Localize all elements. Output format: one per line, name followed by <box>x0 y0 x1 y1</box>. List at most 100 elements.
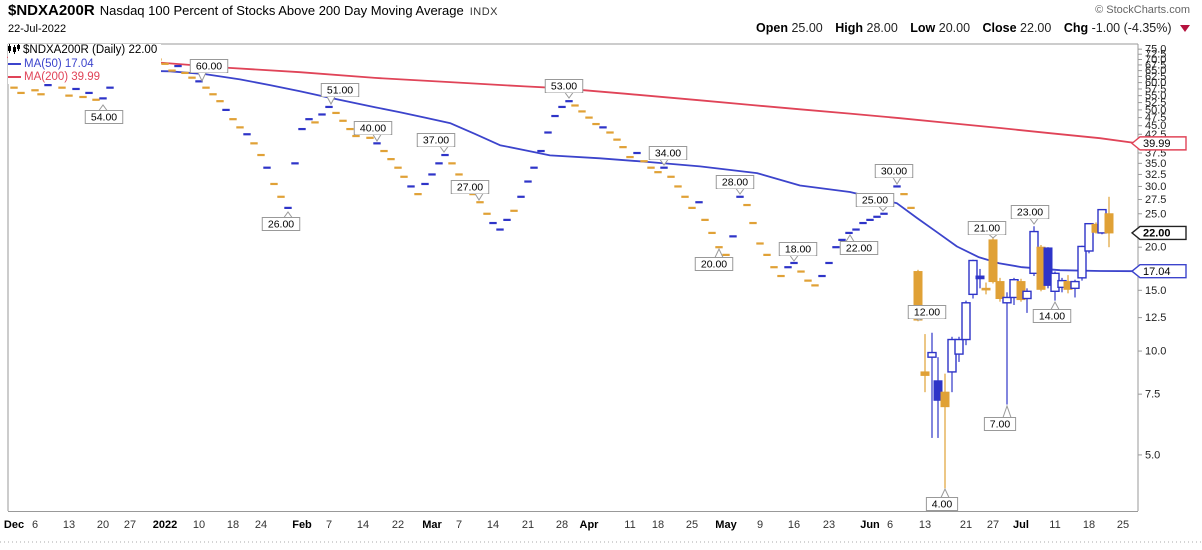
page-title: Nasdaq 100 Percent of Stocks Above 200 D… <box>99 3 464 18</box>
svg-text:40.00: 40.00 <box>360 123 386 135</box>
svg-text:37.00: 37.00 <box>423 135 449 147</box>
legend-series: $NDXA200R (Daily) 22.00 <box>8 44 162 58</box>
svg-text:25: 25 <box>1117 519 1129 531</box>
svg-text:7.5: 7.5 <box>1145 389 1160 401</box>
svg-text:24: 24 <box>255 519 267 531</box>
symbol: $NDXA200R <box>8 2 95 19</box>
down-triangle-icon <box>1180 25 1190 32</box>
svg-text:7: 7 <box>326 519 332 531</box>
svg-text:18.00: 18.00 <box>785 244 811 256</box>
low-label: Low <box>910 21 936 35</box>
svg-text:10: 10 <box>193 519 205 531</box>
ma50-line-swatch <box>8 62 21 65</box>
svg-text:18: 18 <box>1083 519 1095 531</box>
chart-date: 22-Jul-2022 <box>8 23 67 35</box>
svg-text:20: 20 <box>97 519 109 531</box>
svg-text:7.00: 7.00 <box>990 419 1011 431</box>
svg-text:51.00: 51.00 <box>327 85 353 97</box>
copyright: © StockCharts.com <box>1095 4 1190 16</box>
svg-text:72.5: 72.5 <box>1145 49 1166 61</box>
svg-text:60.00: 60.00 <box>196 61 222 73</box>
svg-text:35.0: 35.0 <box>1145 158 1166 170</box>
svg-text:13: 13 <box>919 519 931 531</box>
svg-text:25.0: 25.0 <box>1145 208 1166 220</box>
svg-text:2022: 2022 <box>153 519 177 531</box>
svg-text:53.00: 53.00 <box>551 81 577 93</box>
chg-value: -1.00 (-4.35%) <box>1091 21 1172 35</box>
legend-ma50: MA(50) 17.04 <box>8 58 162 71</box>
svg-text:Jun: Jun <box>860 519 880 531</box>
svg-text:14.00: 14.00 <box>1039 311 1065 323</box>
high-value: 28.00 <box>866 21 898 35</box>
svg-text:27: 27 <box>987 519 999 531</box>
svg-text:May: May <box>715 519 737 531</box>
svg-text:10.0: 10.0 <box>1145 346 1166 358</box>
chart-style-icon <box>8 44 20 58</box>
svg-text:62.5: 62.5 <box>1145 71 1166 83</box>
svg-text:21: 21 <box>522 519 534 531</box>
svg-text:52.5: 52.5 <box>1145 97 1166 109</box>
svg-text:32.5: 32.5 <box>1145 169 1166 181</box>
svg-text:30.00: 30.00 <box>881 166 907 178</box>
svg-text:15.0: 15.0 <box>1145 285 1166 297</box>
low-value: 20.00 <box>938 21 971 35</box>
svg-text:11: 11 <box>624 519 635 531</box>
svg-text:60.0: 60.0 <box>1145 77 1166 89</box>
svg-text:4.00: 4.00 <box>932 499 953 511</box>
svg-text:23: 23 <box>823 519 835 531</box>
svg-text:Dec: Dec <box>4 519 24 531</box>
svg-text:14: 14 <box>357 519 369 531</box>
svg-text:16: 16 <box>788 519 800 531</box>
svg-text:Mar: Mar <box>422 519 442 531</box>
open-value: 25.00 <box>791 21 823 35</box>
legend-ma200: MA(200) 39.99 <box>8 71 162 84</box>
svg-text:5.0: 5.0 <box>1145 449 1160 461</box>
svg-text:45.0: 45.0 <box>1145 120 1166 132</box>
svg-text:11: 11 <box>1049 519 1060 531</box>
svg-text:57.5: 57.5 <box>1145 83 1166 95</box>
svg-text:30.0: 30.0 <box>1145 181 1166 193</box>
svg-text:6: 6 <box>887 519 893 531</box>
svg-text:67.5: 67.5 <box>1145 59 1166 71</box>
svg-text:12.00: 12.00 <box>914 307 940 319</box>
svg-text:28.00: 28.00 <box>722 177 748 189</box>
legend-series-label: $NDXA200R (Daily) 22.00 <box>23 44 158 56</box>
svg-text:28: 28 <box>556 519 568 531</box>
svg-text:47.5: 47.5 <box>1145 112 1166 124</box>
svg-text:12.5: 12.5 <box>1145 312 1166 324</box>
close-value: 22.00 <box>1020 21 1052 35</box>
svg-text:6: 6 <box>32 519 38 531</box>
svg-text:21: 21 <box>960 519 972 531</box>
svg-text:55.0: 55.0 <box>1145 90 1166 102</box>
svg-text:14: 14 <box>487 519 499 531</box>
svg-text:25.00: 25.00 <box>862 195 888 207</box>
svg-text:75.0: 75.0 <box>1145 44 1166 56</box>
svg-text:26.00: 26.00 <box>268 219 294 231</box>
chart-header: $NDXA200R Nasdaq 100 Percent of Stocks Ab… <box>8 2 498 20</box>
close-label: Close <box>982 21 1017 35</box>
svg-text:50.0: 50.0 <box>1145 104 1166 116</box>
svg-text:Apr: Apr <box>580 519 600 531</box>
quote-bar: Open 25.00 High 28.00 Low 20.00 Close 22… <box>756 21 1190 35</box>
svg-text:20.0: 20.0 <box>1145 242 1166 254</box>
chart-legend: $NDXA200R (Daily) 22.00 MA(50) 17.04 MA(… <box>8 44 162 84</box>
high-label: High <box>835 21 864 35</box>
svg-text:27.00: 27.00 <box>457 182 483 194</box>
svg-text:Jul: Jul <box>1013 519 1029 531</box>
svg-text:18: 18 <box>652 519 664 531</box>
svg-text:25: 25 <box>686 519 698 531</box>
svg-text:22.00: 22.00 <box>846 243 872 255</box>
chg-label: Chg <box>1063 21 1089 35</box>
svg-text:Feb: Feb <box>292 519 312 531</box>
svg-text:13: 13 <box>63 519 75 531</box>
ma200-line-swatch <box>8 75 21 78</box>
svg-text:18: 18 <box>227 519 239 531</box>
svg-text:20.00: 20.00 <box>701 259 727 271</box>
open-label: Open <box>756 21 788 35</box>
svg-text:70.0: 70.0 <box>1145 54 1166 66</box>
svg-text:54.00: 54.00 <box>91 112 117 124</box>
svg-text:65.0: 65.0 <box>1145 65 1166 77</box>
svg-text:22.00: 22.00 <box>1143 228 1171 240</box>
